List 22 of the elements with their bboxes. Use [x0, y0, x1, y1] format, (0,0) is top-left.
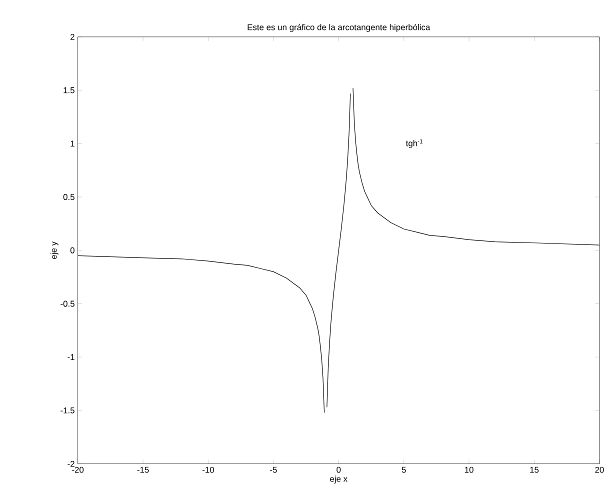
- x-tick-label: -10: [202, 466, 214, 473]
- y-tick-label: 1: [70, 140, 74, 147]
- x-tick-label: 10: [465, 466, 474, 473]
- y-tick-label: -0.5: [60, 300, 74, 307]
- y-tick-label: 0: [70, 247, 74, 254]
- y-tick-label: -2: [68, 460, 74, 467]
- x-tick-label: -15: [137, 466, 149, 473]
- x-tick-label: 20: [595, 466, 604, 473]
- chart-title: Este es un gráfico de la arcotangente hiperbólica: [248, 24, 430, 32]
- y-tick-label: 0.5: [63, 194, 74, 200]
- y-tick-label: 1.5: [64, 87, 74, 94]
- x-tick-label: 0: [336, 466, 341, 473]
- x-tick-label: -20: [72, 466, 84, 473]
- x-axis-title: eje x: [330, 476, 348, 484]
- x-tick-label: -5: [270, 466, 277, 473]
- x-tick-label: 5: [402, 466, 406, 473]
- y-tick-label: -1: [68, 354, 74, 360]
- y-tick-label: 2: [70, 34, 74, 40]
- annotation: tgh$^{-1}$: [406, 139, 423, 148]
- x-tick-label: 15: [530, 466, 539, 473]
- y-tick-label: -1.5: [60, 408, 74, 414]
- y-axis-title: eje y: [50, 242, 58, 260]
